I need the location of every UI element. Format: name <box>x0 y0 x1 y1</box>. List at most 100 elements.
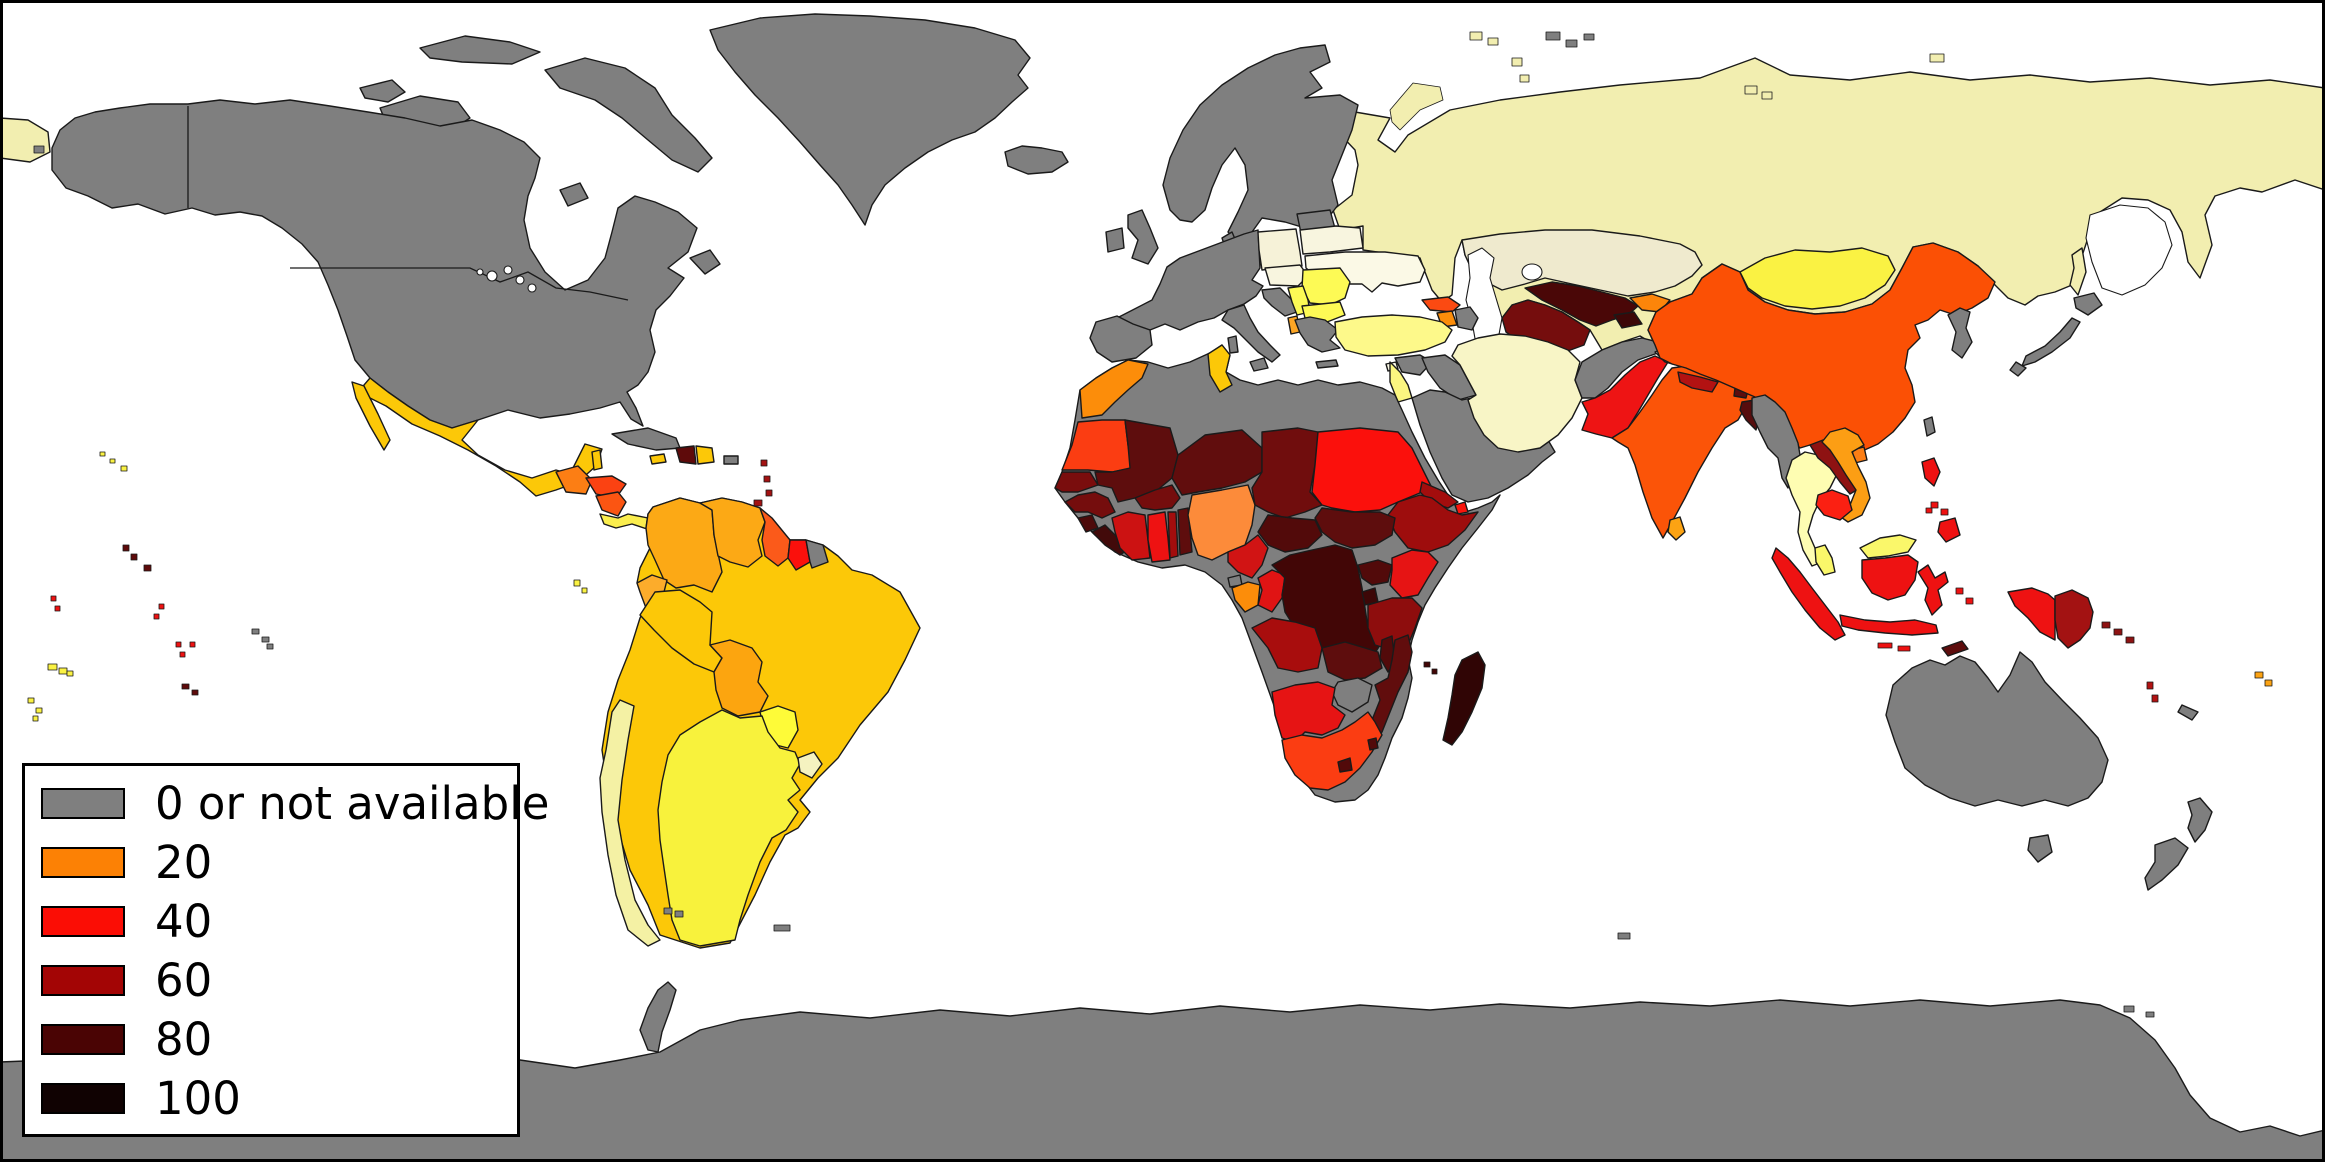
region-guatemala <box>555 465 593 495</box>
legend-swatch-100 <box>41 1083 125 1115</box>
region-vietnam <box>1821 427 1871 523</box>
legend-label-40: 40 <box>155 894 213 948</box>
region-greenland <box>709 13 1031 226</box>
region-galapagos <box>573 579 588 594</box>
region-congo <box>1257 569 1286 613</box>
region-comoros <box>1423 661 1438 675</box>
region-morocco <box>1079 359 1149 419</box>
region-new-zealand <box>2144 797 2213 891</box>
legend-swatch-60 <box>41 965 125 997</box>
region-scandinavia <box>1162 44 1359 243</box>
legend-row: 60 <box>41 958 507 1003</box>
region-puerto-rico <box>723 455 739 465</box>
legend-swatch-40 <box>41 905 125 937</box>
region-svalbard <box>1545 31 1595 48</box>
region-cambodia <box>1815 489 1853 521</box>
legend-row: 40 <box>41 894 507 948</box>
region-ethiopia <box>1387 494 1479 553</box>
region-croatia-bosnia <box>1261 287 1298 317</box>
legend-label-80: 80 <box>155 1013 213 1067</box>
legend-label-20: 20 <box>155 835 213 889</box>
region-ivory-coast <box>1111 511 1151 561</box>
region-iberia <box>1089 315 1153 363</box>
region-angola <box>1251 617 1323 673</box>
region-tajikistan <box>1613 311 1643 329</box>
region-uganda <box>1357 559 1393 586</box>
great-lakes <box>476 265 537 293</box>
region-italy <box>1221 304 1281 372</box>
region-mexico <box>357 377 603 497</box>
region-georgia <box>1421 296 1461 313</box>
region-ghana <box>1147 511 1171 563</box>
region-indonesia <box>1771 547 2056 652</box>
region-australia <box>1885 651 2109 807</box>
region-russian-arctic-islands <box>1389 31 1945 131</box>
region-belarus <box>1299 225 1364 255</box>
region-antarctic-peninsula <box>639 981 677 1053</box>
region-japan <box>2009 292 2103 377</box>
region-korea <box>1947 307 1973 359</box>
region-antarctica <box>0 999 2325 1162</box>
region-niger <box>1171 429 1263 496</box>
region-south-sudan <box>1314 507 1396 549</box>
region-nepal <box>1677 371 1719 393</box>
region-djibouti <box>1454 501 1469 515</box>
region-north-america <box>51 99 698 429</box>
us-canada-border <box>187 106 629 301</box>
region-malaysia <box>1814 534 1917 576</box>
region-zambia <box>1321 641 1383 681</box>
legend-label-100: 100 <box>155 1072 241 1126</box>
region-belize <box>591 449 603 471</box>
region-saudi-arabia <box>1411 389 1556 503</box>
pacific-islands-yellow <box>27 663 74 722</box>
region-sri-lanka <box>1667 516 1686 541</box>
region-chile <box>599 699 661 947</box>
region-papua-new-guinea <box>2054 589 2094 649</box>
region-guinea <box>1064 491 1116 519</box>
region-azerbaijan <box>1454 306 1479 331</box>
region-togo <box>1167 511 1179 559</box>
region-central-african-republic <box>1257 514 1323 553</box>
southern-ocean-islands <box>773 924 2155 1018</box>
region-poland <box>1257 228 1303 271</box>
region-ireland <box>1105 227 1125 253</box>
region-newfoundland <box>689 249 721 275</box>
region-jamaica <box>649 453 667 465</box>
region-pakistan <box>1581 355 1669 439</box>
region-sakhalin <box>2069 247 2087 296</box>
region-taiwan <box>1923 416 1936 437</box>
legend-row: 20 <box>41 835 507 889</box>
region-tasmania <box>2027 834 2053 863</box>
region-hungary-slovakia <box>1264 264 1309 287</box>
region-falkland-islands <box>663 907 684 918</box>
region-uruguay <box>797 751 823 779</box>
sea-of-okhotsk <box>2085 204 2173 296</box>
region-turkey <box>1334 314 1453 357</box>
region-nicaragua <box>595 491 627 517</box>
region-arctic-islands <box>359 35 713 207</box>
region-burkina-faso <box>1134 484 1181 511</box>
legend: 0 or not available 20 40 60 80 100 <box>22 763 549 1137</box>
region-iceland <box>1004 145 1069 175</box>
region-philippines <box>1921 457 1961 543</box>
region-cameroon <box>1227 534 1269 579</box>
legend-swatch-20 <box>41 846 125 878</box>
pacific-islands-red <box>50 595 196 658</box>
region-greece <box>1294 316 1341 369</box>
region-madagascar <box>1442 651 1486 746</box>
pacific-islands-gray <box>251 628 274 650</box>
region-chad <box>1251 427 1323 519</box>
region-fiji <box>2254 671 2273 687</box>
region-venezuela <box>699 497 766 568</box>
legend-row: 0 or not available <box>41 781 549 826</box>
region-iran <box>1451 333 1583 453</box>
legend-row: 80 <box>41 1013 507 1067</box>
region-baja-california <box>351 381 391 451</box>
region-mongolia <box>1739 247 1896 310</box>
region-dominican-republic <box>695 445 715 465</box>
region-argentina <box>657 709 801 947</box>
legend-swatch-no-data <box>41 787 125 819</box>
region-afghanistan <box>1574 337 1669 399</box>
